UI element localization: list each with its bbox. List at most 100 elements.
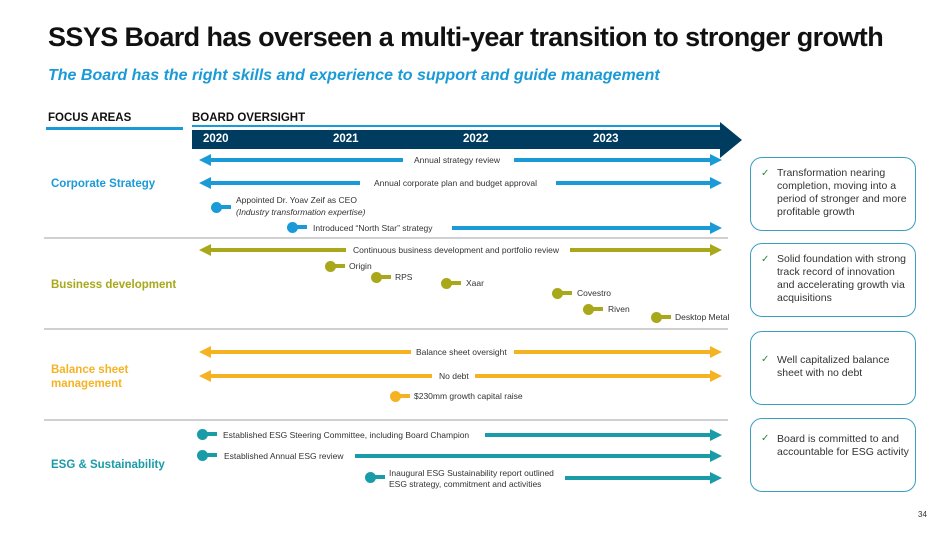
timeline-bar-segment xyxy=(452,226,712,230)
item-xaar: Xaar xyxy=(466,278,484,288)
timeline-bar-segment xyxy=(210,158,403,162)
milestone-stub xyxy=(660,315,671,319)
item-ceo-appointed: Appointed Dr. Yoav Zeif as CEO xyxy=(236,195,357,205)
milestone-dot-icon xyxy=(325,261,336,272)
arrow-right-icon xyxy=(710,429,722,441)
arrow-right-icon xyxy=(710,177,722,189)
timeline-bar-segment xyxy=(570,248,712,252)
page-subtitle: The Board has the right skills and exper… xyxy=(48,67,660,84)
section-divider xyxy=(44,237,728,239)
milestone-stub xyxy=(206,432,217,436)
milestone-stub xyxy=(399,394,410,398)
milestone-dot-icon xyxy=(441,278,452,289)
milestone-stub xyxy=(374,475,385,479)
board-oversight-header: BOARD OVERSIGHT xyxy=(192,112,306,124)
item-ceo-appointed-note: (Industry transformation expertise) xyxy=(236,207,366,217)
board-oversight-underline xyxy=(192,125,722,127)
milestone-dot-icon xyxy=(651,312,662,323)
category-esg-sustainability: ESG & Sustainability xyxy=(51,459,165,471)
checkmark-icon: ✓ xyxy=(761,168,770,179)
page-title: SSYS Board has overseen a multi-year tra… xyxy=(48,22,884,52)
year-2020: 2020 xyxy=(203,133,229,145)
item-desktop-metal: Desktop Metal xyxy=(675,312,730,322)
timeline-bar-segment xyxy=(210,350,411,354)
milestone-dot-icon xyxy=(211,202,222,213)
page-number: 34 xyxy=(918,510,927,519)
callout-balance-sheet: ✓ Well capitalized balance sheet with no… xyxy=(750,331,916,405)
milestone-stub xyxy=(220,205,231,209)
item-esg-report-detail: ESG strategy, commitment and activities xyxy=(389,479,542,489)
timeline-bar-segment xyxy=(210,248,346,252)
arrow-right-icon xyxy=(710,222,722,234)
callout-corporate-strategy: ✓ Transformation nearing completion, mov… xyxy=(750,157,916,231)
arrow-left-icon xyxy=(199,346,211,358)
item-annual-strategy-review: Annual strategy review xyxy=(414,155,500,165)
item-capital-raise: $230mm growth capital raise xyxy=(414,391,523,401)
arrow-left-icon xyxy=(199,370,211,382)
year-2023: 2023 xyxy=(593,133,619,145)
arrow-left-icon xyxy=(199,177,211,189)
milestone-dot-icon xyxy=(197,429,208,440)
checkmark-icon: ✓ xyxy=(761,433,770,444)
arrow-left-icon xyxy=(199,154,211,166)
arrow-right-icon xyxy=(710,370,722,382)
milestone-stub xyxy=(380,275,391,279)
milestone-stub xyxy=(450,281,461,285)
item-origin: Origin xyxy=(349,261,372,271)
category-balance-sheet-management: Balance sheet management xyxy=(51,364,129,390)
milestone-stub xyxy=(296,225,307,229)
timeline-bar xyxy=(192,130,722,149)
arrow-right-icon xyxy=(710,472,722,484)
checkmark-icon: ✓ xyxy=(761,354,770,365)
timeline-arrow-head xyxy=(720,122,742,158)
focus-areas-underline xyxy=(46,127,183,130)
timeline-bar-segment xyxy=(485,433,712,437)
item-annual-esg-review: Established Annual ESG review xyxy=(224,451,344,461)
milestone-dot-icon xyxy=(371,272,382,283)
callout-text: Transformation nearing completion, movin… xyxy=(777,167,907,218)
milestone-stub xyxy=(206,453,217,457)
timeline-bar-segment xyxy=(514,350,712,354)
item-no-debt: No debt xyxy=(439,371,469,381)
category-business-development: Business development xyxy=(51,279,177,291)
milestone-dot-icon xyxy=(197,450,208,461)
callout-esg: ✓ Board is committed to and accountable … xyxy=(750,418,916,492)
arrow-right-icon xyxy=(710,450,722,462)
section-divider xyxy=(44,419,728,421)
item-covestro: Covestro xyxy=(577,288,612,298)
timeline-bar-segment xyxy=(475,374,712,378)
milestone-stub xyxy=(334,264,345,268)
timeline-bar-segment xyxy=(556,181,712,185)
arrow-right-icon xyxy=(710,244,722,256)
timeline-bar-segment xyxy=(210,374,432,378)
callout-text: Board is committed to and accountable fo… xyxy=(777,433,909,458)
focus-areas-header: FOCUS AREAS xyxy=(48,112,132,124)
item-annual-corporate-plan: Annual corporate plan and budget approva… xyxy=(374,178,538,188)
item-north-star-strategy: Introduced “North Star” strategy xyxy=(313,223,433,233)
item-esg-report: Inaugural ESG Sustainability report outl… xyxy=(389,468,554,478)
arrow-left-icon xyxy=(199,244,211,256)
milestone-dot-icon xyxy=(287,222,298,233)
timeline-bar-segment xyxy=(565,476,712,480)
item-riven: Riven xyxy=(608,304,630,314)
timeline-bar-segment xyxy=(210,181,360,185)
milestone-dot-icon xyxy=(583,304,594,315)
callout-text: Solid foundation with strong track recor… xyxy=(777,253,906,304)
checkmark-icon: ✓ xyxy=(761,254,770,265)
callout-text: Well capitalized balance sheet with no d… xyxy=(777,354,890,379)
year-2022: 2022 xyxy=(463,133,489,145)
arrow-right-icon xyxy=(710,346,722,358)
milestone-stub xyxy=(561,291,572,295)
milestone-dot-icon xyxy=(552,288,563,299)
item-continuous-business-development: Continuous business development and port… xyxy=(353,245,560,255)
timeline-bar-segment xyxy=(514,158,712,162)
timeline-bar-segment xyxy=(355,454,712,458)
year-2021: 2021 xyxy=(333,133,359,145)
milestone-stub xyxy=(592,307,603,311)
item-esg-steering-committee: Established ESG Steering Committee, incl… xyxy=(223,430,470,440)
category-corporate-strategy: Corporate Strategy xyxy=(51,178,156,190)
item-balance-sheet-oversight: Balance sheet oversight xyxy=(416,347,507,357)
milestone-dot-icon xyxy=(365,472,376,483)
section-divider xyxy=(44,328,728,330)
arrow-right-icon xyxy=(710,154,722,166)
